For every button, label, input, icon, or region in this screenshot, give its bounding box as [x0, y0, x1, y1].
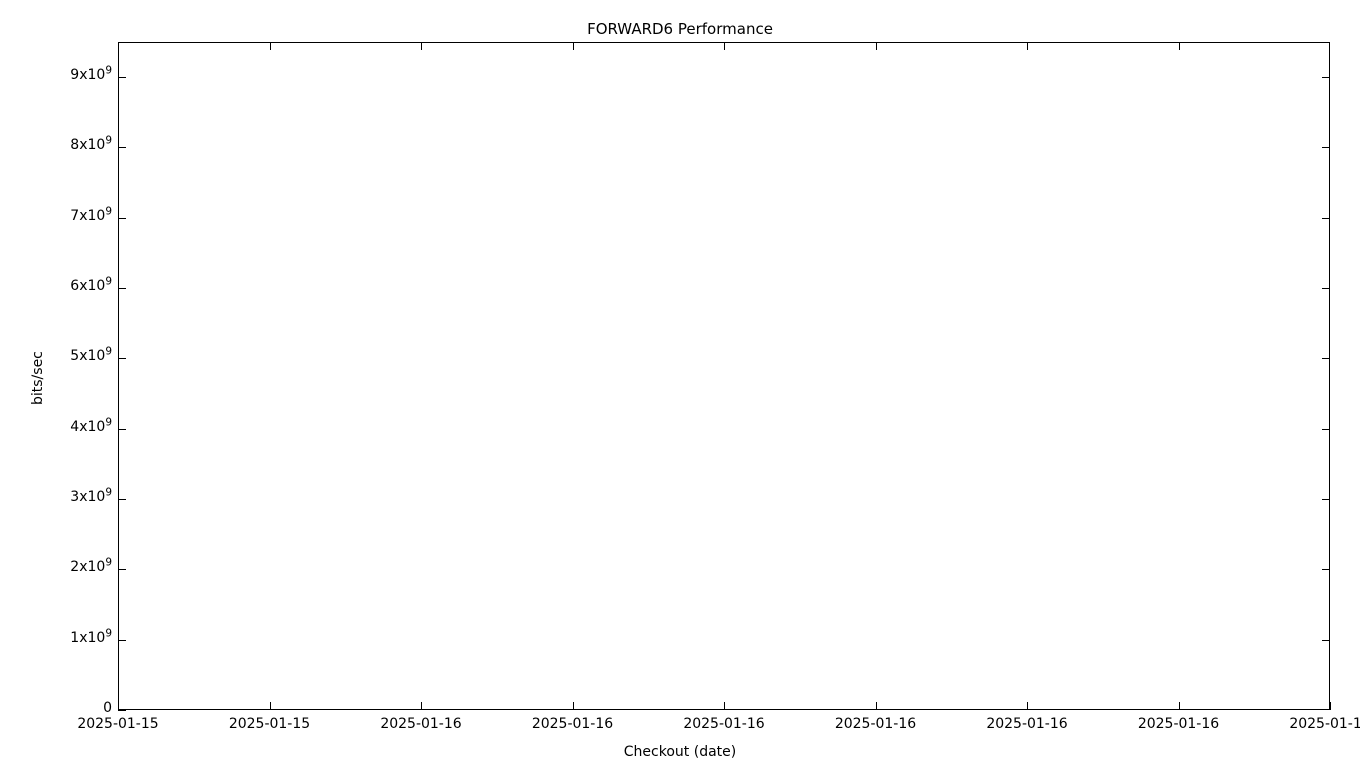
- x-tick-label: 2025-01-16: [532, 716, 613, 732]
- y-tick-mark-right: [1322, 77, 1330, 78]
- y-tick-label: 7x109: [32, 208, 112, 224]
- y-tick-mark: [118, 640, 126, 641]
- y-tick-label: 5x109: [32, 348, 112, 364]
- y-tick-label: 2x109: [32, 559, 112, 575]
- y-tick-label: 3x109: [32, 489, 112, 505]
- x-tick-label: 2025-01-16: [835, 716, 916, 732]
- y-tick-mark-right: [1322, 429, 1330, 430]
- x-tick-mark-top: [724, 42, 725, 50]
- chart-container: FORWARD6 Performance bits/sec Checkout (…: [0, 0, 1360, 768]
- y-axis-line-left: [118, 42, 119, 710]
- x-axis-label: Checkout (date): [0, 744, 1360, 760]
- y-tick-mark: [118, 218, 126, 219]
- x-tick-label: 2025-01-16: [1289, 716, 1360, 732]
- x-tick-mark: [421, 702, 422, 710]
- y-tick-mark: [118, 569, 126, 570]
- x-tick-mark: [1179, 702, 1180, 710]
- x-tick-mark-top: [573, 42, 574, 50]
- x-tick-mark: [876, 702, 877, 710]
- y-tick-mark: [118, 77, 126, 78]
- x-tick-label: 2025-01-15: [229, 716, 310, 732]
- y-tick-label: 4x109: [32, 419, 112, 435]
- y-tick-label: 9x109: [32, 67, 112, 83]
- y-tick-mark-right: [1322, 218, 1330, 219]
- x-tick-mark: [1027, 702, 1028, 710]
- chart-title: FORWARD6 Performance: [0, 20, 1360, 38]
- y-tick-mark-right: [1322, 499, 1330, 500]
- x-tick-label: 2025-01-15: [77, 716, 158, 732]
- x-tick-mark: [270, 702, 271, 710]
- x-tick-mark: [573, 702, 574, 710]
- y-tick-mark: [118, 147, 126, 148]
- y-tick-mark-right: [1322, 569, 1330, 570]
- y-axis-line-right: [1329, 42, 1330, 710]
- y-tick-mark-right: [1322, 358, 1330, 359]
- y-tick-label: 1x109: [32, 630, 112, 646]
- y-tick-mark-right: [1322, 147, 1330, 148]
- y-tick-mark: [118, 429, 126, 430]
- x-tick-label: 2025-01-16: [380, 716, 461, 732]
- y-tick-label: 0: [32, 700, 112, 716]
- y-tick-mark: [118, 288, 126, 289]
- y-tick-label: 8x109: [32, 137, 112, 153]
- x-tick-mark-top: [270, 42, 271, 50]
- x-tick-label: 2025-01-16: [986, 716, 1067, 732]
- x-tick-mark: [118, 702, 119, 710]
- x-tick-mark-top: [421, 42, 422, 50]
- x-tick-mark-top: [876, 42, 877, 50]
- x-tick-mark-top: [1179, 42, 1180, 50]
- plot-area: [118, 42, 1330, 710]
- x-tick-mark-top: [1027, 42, 1028, 50]
- y-tick-label: 6x109: [32, 278, 112, 294]
- y-tick-mark-right: [1322, 288, 1330, 289]
- y-tick-mark-right: [1322, 640, 1330, 641]
- x-tick-label: 2025-01-16: [683, 716, 764, 732]
- y-tick-mark: [118, 710, 126, 711]
- x-tick-label: 2025-01-16: [1138, 716, 1219, 732]
- x-tick-mark: [724, 702, 725, 710]
- y-tick-mark: [118, 499, 126, 500]
- x-tick-mark: [1330, 702, 1331, 710]
- y-tick-mark: [118, 358, 126, 359]
